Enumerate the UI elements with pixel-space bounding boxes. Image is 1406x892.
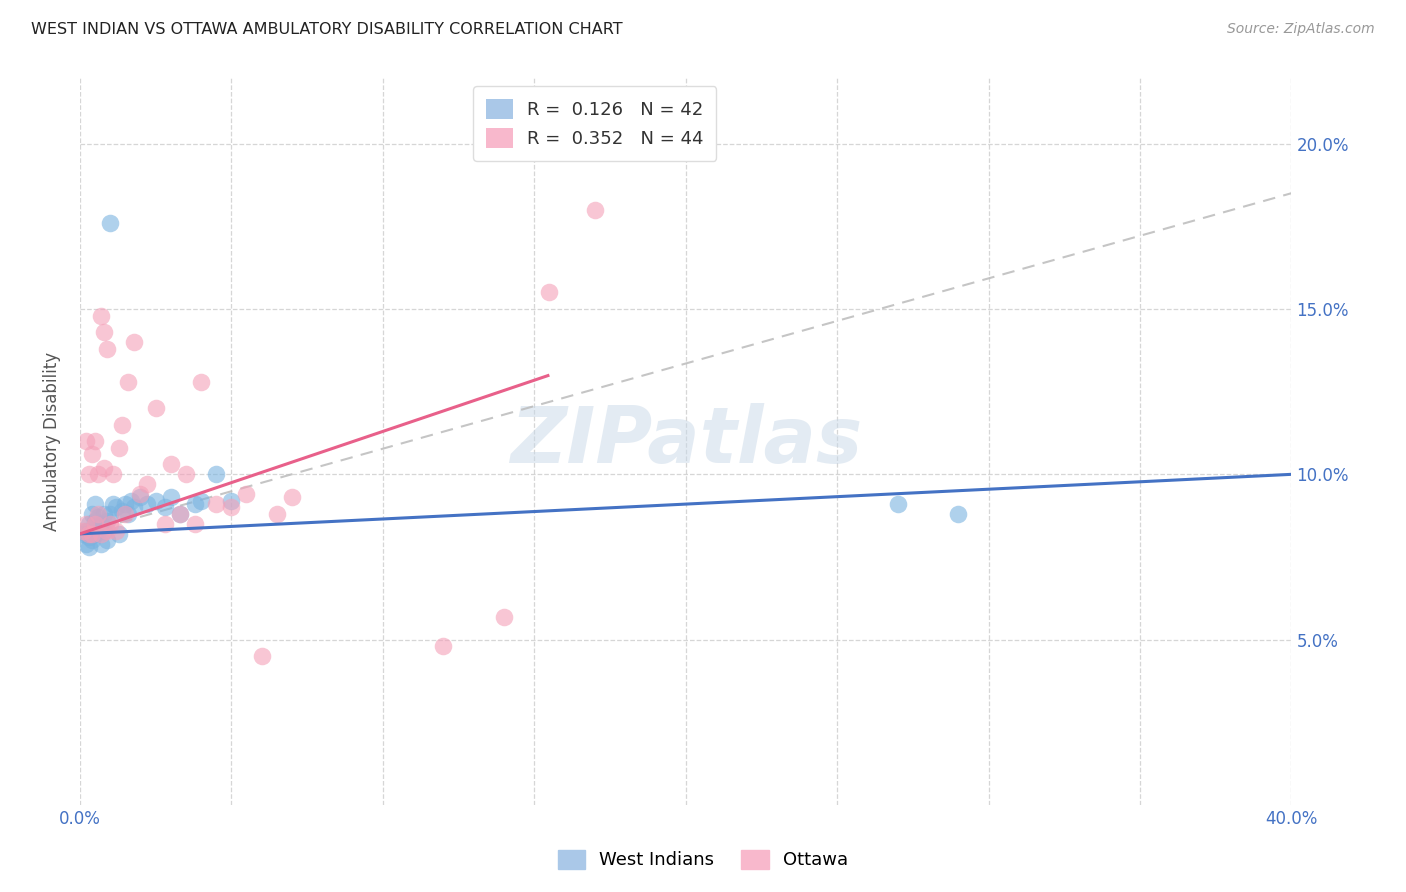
Point bbox=[77, 527, 100, 541]
Legend: R =  0.126   N = 42, R =  0.352   N = 44: R = 0.126 N = 42, R = 0.352 N = 44 bbox=[474, 87, 717, 161]
Point bbox=[105, 500, 128, 515]
Point bbox=[72, 524, 94, 538]
Point bbox=[84, 527, 107, 541]
Point bbox=[75, 537, 97, 551]
Point bbox=[235, 487, 257, 501]
Point bbox=[153, 500, 176, 515]
Point bbox=[90, 309, 112, 323]
Point bbox=[80, 448, 103, 462]
Point bbox=[93, 460, 115, 475]
Point bbox=[93, 524, 115, 538]
Point bbox=[205, 497, 228, 511]
Point bbox=[205, 467, 228, 482]
Point bbox=[169, 507, 191, 521]
Point bbox=[190, 375, 212, 389]
Point bbox=[98, 507, 121, 521]
Point bbox=[117, 507, 139, 521]
Point bbox=[250, 649, 273, 664]
Point bbox=[221, 493, 243, 508]
Point bbox=[75, 524, 97, 538]
Point bbox=[117, 375, 139, 389]
Y-axis label: Ambulatory Disability: Ambulatory Disability bbox=[44, 351, 60, 531]
Point bbox=[84, 497, 107, 511]
Legend: West Indians, Ottawa: West Indians, Ottawa bbox=[548, 841, 858, 879]
Point bbox=[87, 507, 110, 521]
Point bbox=[492, 609, 515, 624]
Point bbox=[90, 527, 112, 541]
Point bbox=[96, 524, 118, 538]
Point bbox=[105, 524, 128, 538]
Point bbox=[432, 640, 454, 654]
Point bbox=[886, 497, 908, 511]
Point bbox=[221, 500, 243, 515]
Point bbox=[93, 325, 115, 339]
Point bbox=[129, 491, 152, 505]
Point bbox=[538, 285, 561, 300]
Point bbox=[124, 334, 146, 349]
Point bbox=[159, 491, 181, 505]
Point bbox=[90, 537, 112, 551]
Point bbox=[84, 516, 107, 531]
Point bbox=[87, 467, 110, 482]
Point bbox=[153, 516, 176, 531]
Point bbox=[77, 530, 100, 544]
Point bbox=[145, 401, 167, 416]
Point bbox=[145, 493, 167, 508]
Point bbox=[98, 516, 121, 531]
Point bbox=[96, 514, 118, 528]
Point bbox=[96, 342, 118, 356]
Point bbox=[80, 527, 103, 541]
Point bbox=[84, 434, 107, 449]
Point bbox=[80, 524, 103, 538]
Point bbox=[87, 524, 110, 538]
Point bbox=[169, 507, 191, 521]
Point bbox=[98, 216, 121, 230]
Point bbox=[583, 202, 606, 217]
Point bbox=[93, 507, 115, 521]
Point bbox=[190, 493, 212, 508]
Point bbox=[281, 491, 304, 505]
Point bbox=[120, 493, 142, 508]
Point bbox=[159, 458, 181, 472]
Point bbox=[108, 441, 131, 455]
Point bbox=[129, 487, 152, 501]
Point bbox=[90, 516, 112, 531]
Point bbox=[103, 497, 125, 511]
Point bbox=[111, 504, 134, 518]
Point bbox=[80, 507, 103, 521]
Point bbox=[124, 500, 146, 515]
Point bbox=[75, 434, 97, 449]
Point bbox=[114, 507, 136, 521]
Point bbox=[111, 417, 134, 432]
Point bbox=[87, 510, 110, 524]
Text: WEST INDIAN VS OTTAWA AMBULATORY DISABILITY CORRELATION CHART: WEST INDIAN VS OTTAWA AMBULATORY DISABIL… bbox=[31, 22, 623, 37]
Text: ZIPatlas: ZIPatlas bbox=[509, 403, 862, 479]
Point bbox=[184, 497, 207, 511]
Point bbox=[108, 527, 131, 541]
Point bbox=[77, 540, 100, 554]
Point bbox=[80, 533, 103, 548]
Point bbox=[77, 467, 100, 482]
Point bbox=[84, 514, 107, 528]
Point bbox=[75, 516, 97, 531]
Point bbox=[184, 516, 207, 531]
Point bbox=[96, 533, 118, 548]
Point bbox=[948, 507, 970, 521]
Point bbox=[77, 516, 100, 531]
Point bbox=[135, 497, 157, 511]
Point bbox=[114, 497, 136, 511]
Text: Source: ZipAtlas.com: Source: ZipAtlas.com bbox=[1227, 22, 1375, 37]
Point bbox=[174, 467, 197, 482]
Point bbox=[72, 527, 94, 541]
Point bbox=[135, 477, 157, 491]
Point bbox=[266, 507, 288, 521]
Point bbox=[103, 467, 125, 482]
